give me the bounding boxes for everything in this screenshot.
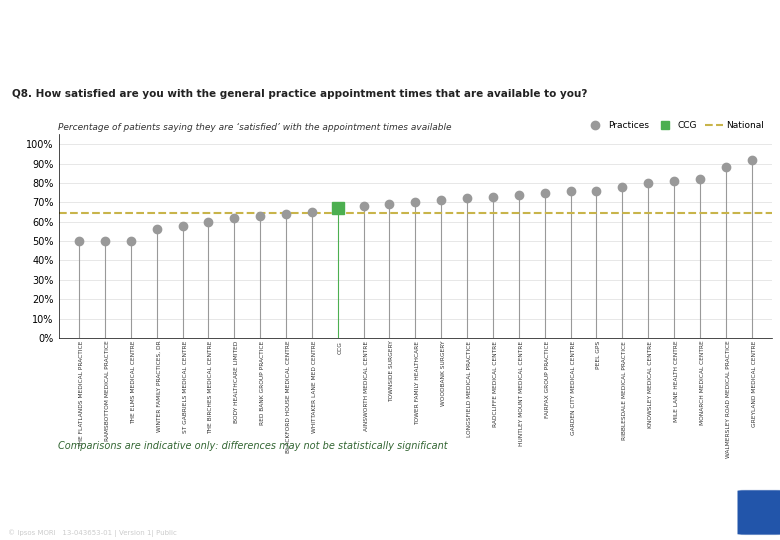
Text: CCG: CCG [338,341,342,354]
Text: Ipsos MORI: Ipsos MORI [8,495,69,505]
Text: AINSWORTH MEDICAL CENTRE: AINSWORTH MEDICAL CENTRE [363,341,369,431]
Text: FAIRFAX GROUP PRACTICE: FAIRFAX GROUP PRACTICE [544,341,550,418]
Text: BLACKFORD HOUSE MEDICAL CENTRE: BLACKFORD HOUSE MEDICAL CENTRE [286,341,291,454]
Text: RED BANK GROUP PRACTICE: RED BANK GROUP PRACTICE [261,341,265,425]
Text: BODY HEALTHCARE LIMITED: BODY HEALTHCARE LIMITED [234,341,239,423]
Text: THE FLATLANDS MEDICAL PRACTICE: THE FLATLANDS MEDICAL PRACTICE [80,341,84,447]
Text: ST GABRIELS MEDICAL CENTRE: ST GABRIELS MEDICAL CENTRE [183,341,188,433]
Text: %Satisfied = %Very satisfied + %Fairly satisfied: %Satisfied = %Very satisfied + %Fairly s… [587,461,772,470]
Text: Q8. How satisfied are you with the general practice appointment times that are a: Q8. How satisfied are you with the gener… [12,89,587,99]
Text: GREYLAND MEDICAL CENTRE: GREYLAND MEDICAL CENTRE [751,341,757,427]
Text: WHITTAKER LANE MED CENTRE: WHITTAKER LANE MED CENTRE [312,341,317,433]
Text: TOWNSIDE SURGERY: TOWNSIDE SURGERY [389,341,395,402]
Text: LONGSFIELD MEDICAL PRACTICE: LONGSFIELD MEDICAL PRACTICE [467,341,472,437]
Text: MONARCH MEDICAL CENTRE: MONARCH MEDICAL CENTRE [700,341,705,426]
Text: HUNTLEY MOUNT MEDICAL CENTRE: HUNTLEY MOUNT MEDICAL CENTRE [519,341,524,446]
Text: WINTER FAMILY PRACTICES, DR: WINTER FAMILY PRACTICES, DR [157,341,161,433]
Text: WOODBANK SURGERY: WOODBANK SURGERY [441,341,446,406]
FancyBboxPatch shape [737,490,780,535]
Text: Base: All those completing a questionnaire excluding ‘I’m not sure when I can ge: Base: All those completing a questionnai… [8,461,540,481]
Text: RIBBLESDALE MEDICAL PRACTICE: RIBBLESDALE MEDICAL PRACTICE [622,341,627,440]
Text: Comparisons are indicative only: differences may not be statistically significan: Comparisons are indicative only: differe… [58,441,448,451]
Text: Social Research Institute: Social Research Institute [8,511,112,521]
Text: how the CCG’s practices compare: how the CCG’s practices compare [12,45,351,63]
Text: THE ELMS MEDICAL CENTRE: THE ELMS MEDICAL CENTRE [131,341,136,424]
Text: 40: 40 [382,506,398,519]
Text: KNOWSLEY MEDICAL CENTRE: KNOWSLEY MEDICAL CENTRE [648,341,653,428]
Text: WALMERSLEY ROAD MEDICAL PRACTICE: WALMERSLEY ROAD MEDICAL PRACTICE [725,341,731,458]
Text: RADCLIFFE MEDICAL CENTRE: RADCLIFFE MEDICAL CENTRE [493,341,498,427]
Text: THE BIRCHES MEDICAL CENTRE: THE BIRCHES MEDICAL CENTRE [208,341,214,434]
Text: i: i [758,505,763,519]
Text: PEEL GPS: PEEL GPS [597,341,601,369]
Text: Satisfaction with appointment times:: Satisfaction with appointment times: [12,17,388,35]
Text: Percentage of patients saying they are ‘satisfied’ with the appointment times av: Percentage of patients saying they are ‘… [58,123,452,132]
Text: © Ipsos MORI   13-043653-01 | Version 1| Public: © Ipsos MORI 13-043653-01 | Version 1| P… [8,529,177,537]
Text: GARDEN CITY MEDICAL CENTRE: GARDEN CITY MEDICAL CENTRE [570,341,576,435]
Text: RAMSBOTTOM MEDICAL PRACTICE: RAMSBOTTOM MEDICAL PRACTICE [105,341,110,442]
Legend: Practices, CCG, National: Practices, CCG, National [583,117,768,133]
Text: TOWER FAMILY HEALTHCARE: TOWER FAMILY HEALTHCARE [415,341,420,425]
Text: MILE LANE HEALTH CENTRE: MILE LANE HEALTH CENTRE [674,341,679,422]
